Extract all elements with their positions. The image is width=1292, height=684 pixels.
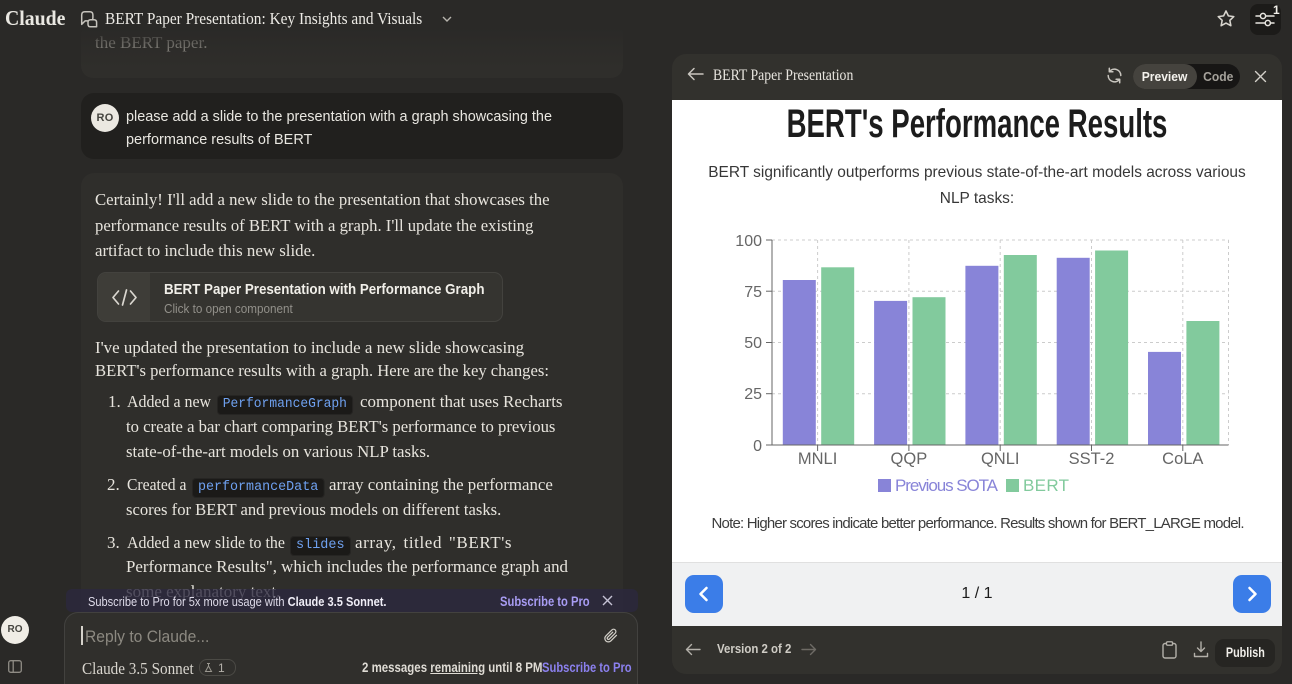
svg-text:MNLI: MNLI <box>798 450 837 468</box>
svg-text:50: 50 <box>744 335 762 352</box>
svg-text:CoLA: CoLA <box>1162 450 1203 468</box>
svg-text:100: 100 <box>735 233 762 250</box>
svg-text:Note: Higher scores indicate b: Note: Higher scores indicate better perf… <box>712 515 1245 532</box>
svg-text:SST-2: SST-2 <box>1069 450 1115 468</box>
svg-text:QNLI: QNLI <box>981 450 1020 468</box>
svg-text:25: 25 <box>744 386 762 403</box>
svg-text:75: 75 <box>744 284 762 301</box>
svg-text:QQP: QQP <box>891 450 928 468</box>
svg-text:Previous SOTA: Previous SOTA <box>895 476 999 495</box>
svg-text:0: 0 <box>753 438 762 455</box>
svg-text:BERT: BERT <box>1023 476 1069 495</box>
